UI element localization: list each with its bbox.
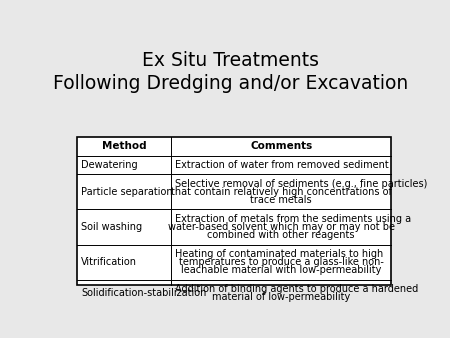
Bar <box>77 137 391 285</box>
Text: Dewatering: Dewatering <box>81 160 138 170</box>
Text: Heating of contaminated materials to high: Heating of contaminated materials to hig… <box>175 249 383 259</box>
Text: leachable material with low-permeability: leachable material with low-permeability <box>181 265 382 275</box>
Text: temperatures to produce a glass-like non-: temperatures to produce a glass-like non… <box>179 257 384 267</box>
Text: material of low-permeability: material of low-permeability <box>212 292 350 302</box>
Text: trace metals: trace metals <box>250 195 312 205</box>
Text: Selective removal of sediments (e.g., fine particles): Selective removal of sediments (e.g., fi… <box>175 179 427 189</box>
Text: Comments: Comments <box>250 141 312 151</box>
Text: Extraction of metals from the sediments using a: Extraction of metals from the sediments … <box>175 214 411 224</box>
Text: Method: Method <box>102 141 147 151</box>
Text: Soil washing: Soil washing <box>81 222 143 232</box>
Text: Solidification-stabilization: Solidification-stabilization <box>81 288 207 298</box>
Text: Extraction of water from removed sediment: Extraction of water from removed sedimen… <box>175 160 388 170</box>
Bar <box>77 137 391 285</box>
Text: that contain relatively high concentrations of: that contain relatively high concentrati… <box>171 187 392 197</box>
Text: Vitrification: Vitrification <box>81 257 137 267</box>
Text: water-based solvent which may or may not be: water-based solvent which may or may not… <box>168 222 395 232</box>
Text: Ex Situ Treatments: Ex Situ Treatments <box>142 51 319 70</box>
Text: Following Dredging and/or Excavation: Following Dredging and/or Excavation <box>53 74 408 93</box>
Text: combined with other reagents: combined with other reagents <box>207 230 355 240</box>
Text: Addition of binding agents to produce a hardened: Addition of binding agents to produce a … <box>175 285 418 294</box>
Text: Particle separation: Particle separation <box>81 187 173 197</box>
